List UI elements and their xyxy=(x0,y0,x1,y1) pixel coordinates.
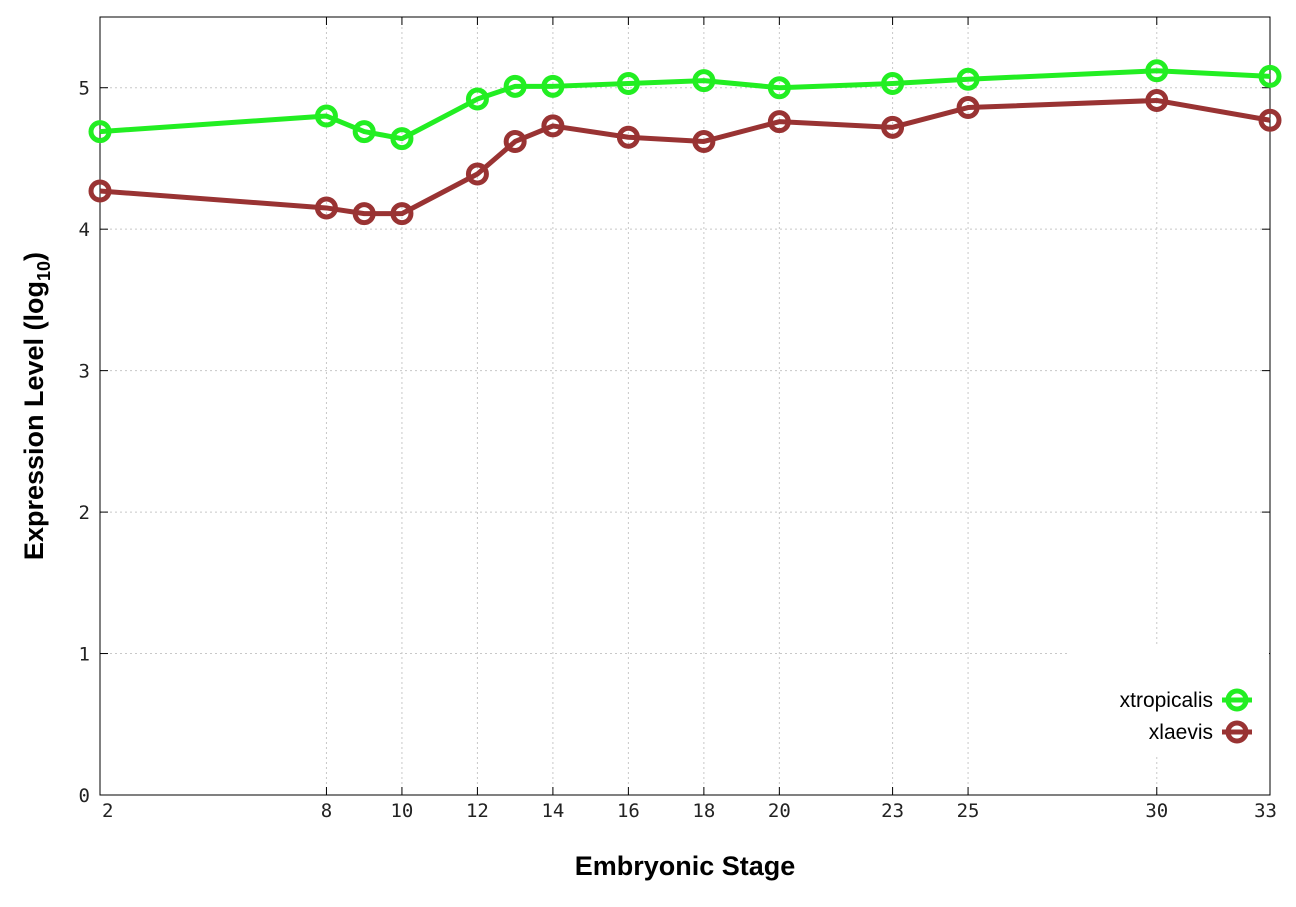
y-axis-title-subscript: 10 xyxy=(34,261,54,281)
data-point-xlaevis xyxy=(390,202,414,226)
data-point-xlaevis xyxy=(692,129,716,153)
data-point-xtropicalis xyxy=(881,71,905,95)
x-tick-label: 8 xyxy=(321,800,332,822)
y-axis-title-close: ) xyxy=(19,252,49,261)
legend-item-xtropicalis: xtropicalis xyxy=(1120,688,1252,712)
data-point-xlaevis xyxy=(465,162,489,186)
x-tick-label: 20 xyxy=(768,800,791,822)
legend-swatch-marker-xlaevis xyxy=(1225,720,1249,744)
x-tick-label: 12 xyxy=(466,800,489,822)
data-point-xlaevis xyxy=(314,196,338,220)
series-line-xlaevis xyxy=(99,97,1271,217)
series-group xyxy=(88,59,1282,226)
data-point-xtropicalis xyxy=(692,69,716,93)
x-axis-title: Embryonic Stage xyxy=(575,851,796,881)
x-tick-label: 25 xyxy=(957,800,980,822)
data-point-xlaevis xyxy=(956,96,980,120)
y-tick-label: 5 xyxy=(79,78,90,100)
x-tick-label: 33 xyxy=(1254,800,1277,822)
x-tick-label: 23 xyxy=(881,800,904,822)
x-tick-label: 2 xyxy=(102,800,113,822)
data-point-xlaevis xyxy=(881,115,905,139)
x-tick-label: 10 xyxy=(390,800,413,822)
x-tick-label: 14 xyxy=(541,800,564,822)
y-axis-title-main: Expression Level (log xyxy=(19,281,49,560)
data-point-xtropicalis xyxy=(956,67,980,91)
plot-frame xyxy=(99,16,1271,796)
legend-label-xtropicalis: xtropicalis xyxy=(1120,689,1213,712)
series-xlaevis xyxy=(88,88,1282,226)
data-point-xtropicalis xyxy=(88,120,112,144)
y-tick-label: 2 xyxy=(79,502,90,524)
data-point-xtropicalis xyxy=(1258,64,1282,88)
x-tick-label: 18 xyxy=(692,800,715,822)
legend-label-xlaevis: xlaevis xyxy=(1149,721,1213,744)
axis-ticks xyxy=(99,17,1271,796)
y-axis-title: Expression Level (log10) xyxy=(19,252,54,560)
data-point-xtropicalis xyxy=(465,87,489,111)
data-point-xlaevis xyxy=(1258,108,1282,132)
data-point-xtropicalis xyxy=(314,104,338,128)
data-point-xlaevis xyxy=(88,179,112,203)
y-tick-label: 3 xyxy=(79,361,90,383)
y-tick-label: 0 xyxy=(79,785,90,807)
series-line-xtropicalis xyxy=(99,68,1271,142)
data-point-xlaevis xyxy=(541,114,565,138)
y-tick-labels: 0 1 2 3 4 5 xyxy=(79,78,90,807)
x-tick-labels: 2 8 10 12 14 16 18 20 23 25 30 33 xyxy=(102,800,1277,822)
data-point-xlaevis xyxy=(616,125,640,149)
data-point-xtropicalis xyxy=(390,127,414,151)
data-point-xtropicalis xyxy=(541,74,565,98)
legend-item-xlaevis: xlaevis xyxy=(1149,720,1252,744)
data-point-xlaevis xyxy=(1145,88,1169,112)
legend-swatch-marker-xtropicalis xyxy=(1225,688,1249,712)
data-point-xlaevis xyxy=(767,110,791,134)
x-tick-label: 30 xyxy=(1145,800,1168,822)
x-tick-label: 16 xyxy=(617,800,640,822)
data-point-xtropicalis xyxy=(1145,59,1169,83)
legend: xtropicalis xlaevis xyxy=(1070,645,1269,755)
svg-text:Expression Level (log10): Expression Level (log10) xyxy=(19,252,54,560)
data-point-xtropicalis xyxy=(352,120,376,144)
data-point-xlaevis xyxy=(352,202,376,226)
data-point-xtropicalis xyxy=(767,76,791,100)
data-point-xtropicalis xyxy=(616,71,640,95)
y-tick-label: 4 xyxy=(79,219,90,241)
series-xtropicalis xyxy=(88,59,1282,151)
data-point-xtropicalis xyxy=(503,74,527,98)
y-tick-label: 1 xyxy=(79,644,90,666)
data-point-xlaevis xyxy=(503,129,527,153)
